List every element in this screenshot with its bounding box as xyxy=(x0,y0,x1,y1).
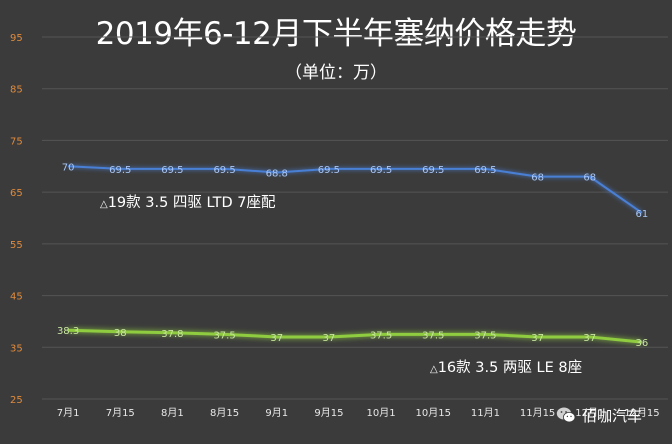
data-label: 37.5 xyxy=(422,330,444,341)
y-tick-label: 35 xyxy=(10,343,23,354)
data-label: 69.5 xyxy=(161,165,183,176)
annotation-text: 16款 3.5 两驱 LE 8座 xyxy=(438,359,582,376)
data-label: 37 xyxy=(323,333,336,344)
data-label: 70 xyxy=(62,162,75,173)
data-label: 68 xyxy=(531,173,544,184)
data-label: 37.8 xyxy=(161,329,183,340)
x-tick-label: 9月15 xyxy=(314,407,343,419)
data-label: 37 xyxy=(270,333,283,344)
x-tick-label: 8月15 xyxy=(210,407,239,419)
data-label: 37.5 xyxy=(474,330,496,341)
data-label: 69.5 xyxy=(474,165,496,176)
x-tick-label: 8月1 xyxy=(161,407,184,419)
y-tick-label: 45 xyxy=(10,292,23,303)
data-label: 37 xyxy=(531,333,544,344)
watermark-text: 佰咖汽车 xyxy=(582,407,643,425)
data-label: 69.5 xyxy=(422,165,444,176)
data-label: 69.5 xyxy=(213,165,235,176)
x-tick-label: 7月1 xyxy=(57,407,80,419)
annotation-text: 19款 3.5 四驱 LTD 7座配 xyxy=(108,194,276,211)
y-tick-label: 85 xyxy=(10,85,23,96)
data-label: 69.5 xyxy=(370,165,392,176)
data-label: 36 xyxy=(636,338,649,349)
x-tick-label: 12月1 xyxy=(575,407,604,419)
y-tick-label: 95 xyxy=(10,33,23,44)
y-tick-label: 65 xyxy=(10,188,23,199)
x-tick-label: 12月15 xyxy=(624,407,659,419)
x-tick-label: 10月15 xyxy=(416,407,451,419)
data-label: 68.8 xyxy=(266,168,288,179)
data-label: 38.3 xyxy=(57,326,79,337)
series-line-2 xyxy=(68,328,643,344)
data-label: 37.5 xyxy=(213,330,235,341)
data-label: 69.5 xyxy=(109,165,131,176)
data-label: 68 xyxy=(583,173,596,184)
wechat-icon xyxy=(556,407,576,423)
x-tick-label: 9月1 xyxy=(265,407,288,419)
y-tick-label: 75 xyxy=(10,136,23,147)
data-label: 61 xyxy=(636,209,649,220)
x-tick-label: 10月1 xyxy=(367,407,396,419)
x-tick-label: 11月15 xyxy=(520,407,555,419)
x-tick-label: 7月15 xyxy=(106,407,135,419)
annotation-marker: △ xyxy=(430,364,438,375)
series-line-1 xyxy=(68,165,643,214)
chart-subtitle: （单位：万） xyxy=(285,63,387,83)
y-tick-label: 25 xyxy=(10,395,23,406)
watermark: 佰咖汽车 xyxy=(556,404,668,428)
data-label: 37.5 xyxy=(370,330,392,341)
series-annotation: △16款 3.5 两驱 LE 8座 xyxy=(430,359,582,376)
x-tick-label: 11月1 xyxy=(471,407,500,419)
data-label: 37 xyxy=(583,333,596,344)
y-tick-label: 55 xyxy=(10,240,23,251)
data-label: 38 xyxy=(114,328,127,339)
annotation-marker: △ xyxy=(100,199,108,210)
data-label: 69.5 xyxy=(318,165,340,176)
series-annotation: △19款 3.5 四驱 LTD 7座配 xyxy=(100,194,276,211)
chart-title: 2019年6-12月下半年塞纳价格走势 xyxy=(95,16,577,52)
